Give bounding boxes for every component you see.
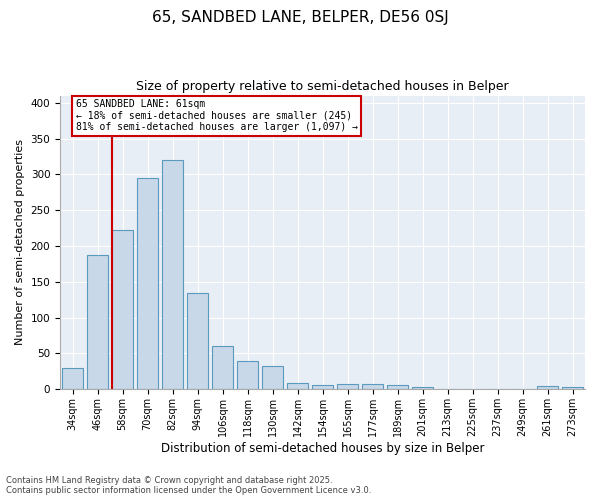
- Bar: [112, 230, 133, 390]
- Bar: [362, 384, 383, 390]
- Bar: [237, 360, 258, 390]
- Bar: [412, 387, 433, 390]
- Bar: [137, 178, 158, 390]
- Bar: [87, 254, 108, 390]
- Bar: [262, 366, 283, 390]
- Bar: [212, 346, 233, 390]
- Bar: [162, 160, 183, 390]
- Text: 65, SANDBED LANE, BELPER, DE56 0SJ: 65, SANDBED LANE, BELPER, DE56 0SJ: [152, 10, 448, 25]
- Bar: [337, 384, 358, 390]
- Text: 65 SANDBED LANE: 61sqm
← 18% of semi-detached houses are smaller (245)
81% of se: 65 SANDBED LANE: 61sqm ← 18% of semi-det…: [76, 99, 358, 132]
- Y-axis label: Number of semi-detached properties: Number of semi-detached properties: [15, 140, 25, 346]
- Bar: [562, 387, 583, 390]
- Bar: [437, 388, 458, 390]
- Bar: [387, 385, 408, 390]
- Bar: [537, 386, 558, 390]
- Bar: [62, 368, 83, 390]
- Bar: [462, 388, 483, 390]
- Bar: [187, 292, 208, 390]
- Bar: [287, 383, 308, 390]
- X-axis label: Distribution of semi-detached houses by size in Belper: Distribution of semi-detached houses by …: [161, 442, 484, 455]
- Bar: [312, 385, 333, 390]
- Title: Size of property relative to semi-detached houses in Belper: Size of property relative to semi-detach…: [136, 80, 509, 93]
- Text: Contains HM Land Registry data © Crown copyright and database right 2025.
Contai: Contains HM Land Registry data © Crown c…: [6, 476, 371, 495]
